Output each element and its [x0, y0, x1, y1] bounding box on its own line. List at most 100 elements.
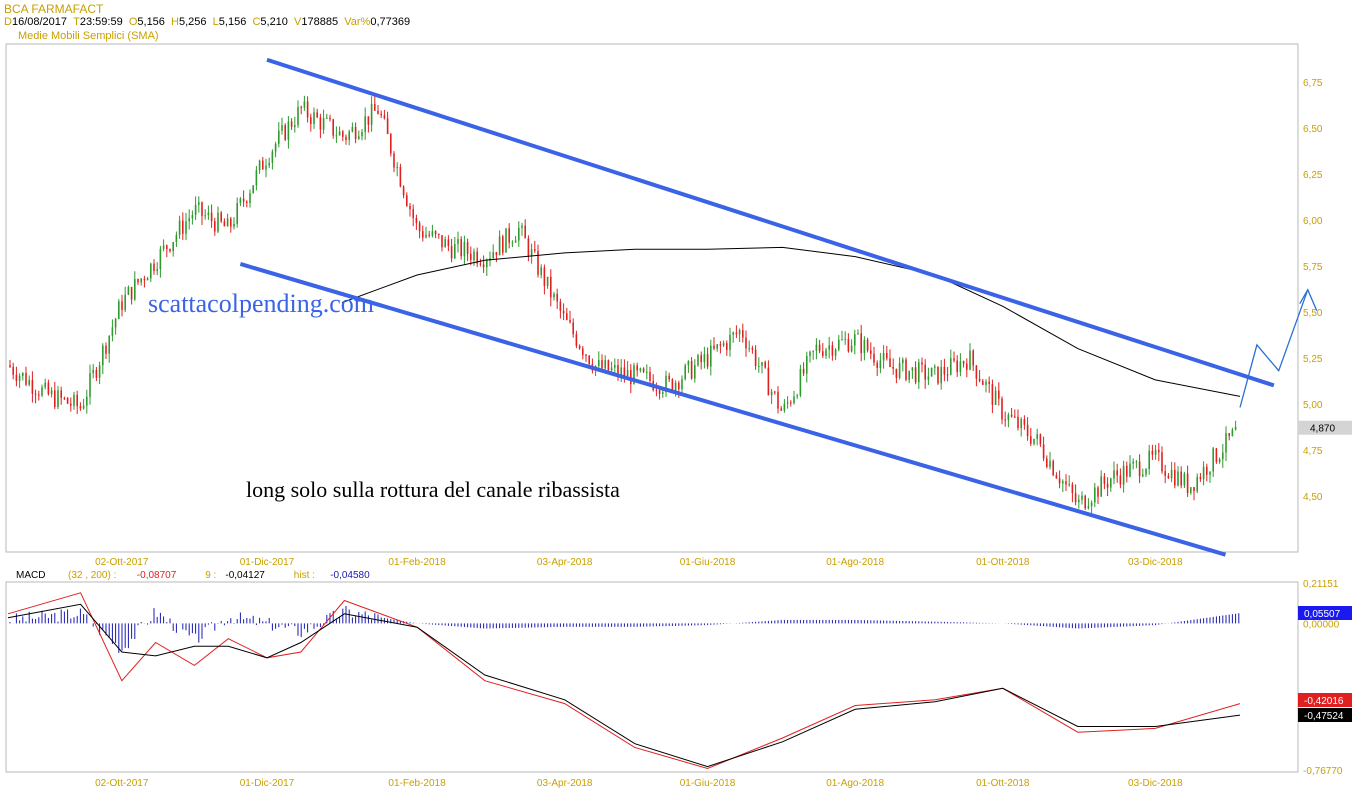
candle-body — [1135, 461, 1138, 463]
candle-body — [882, 352, 885, 361]
candle-body — [284, 125, 286, 140]
candle-body — [559, 301, 562, 312]
candle-body — [41, 387, 43, 396]
candle-body — [450, 246, 453, 259]
candle-body — [1215, 448, 1218, 463]
candle-body — [495, 252, 498, 256]
candle-body — [764, 362, 766, 368]
candle-body — [204, 215, 206, 217]
candle-body — [1020, 418, 1022, 428]
candle-body — [722, 343, 725, 346]
candle-body — [1142, 474, 1144, 477]
candle-body — [137, 279, 139, 283]
candle-body — [422, 231, 424, 238]
candle-body — [380, 113, 382, 116]
candle-body — [409, 205, 411, 210]
macd-legend-label: 9 : — [205, 570, 216, 581]
candle-body — [831, 345, 834, 356]
candle-body — [578, 345, 581, 349]
price-panel[interactable] — [5, 43, 1299, 553]
candle-body — [1225, 433, 1227, 453]
sma-line — [341, 246, 1241, 397]
candle-body — [518, 227, 520, 241]
candle-body — [169, 249, 171, 252]
candle-body — [188, 218, 190, 222]
candle-body — [114, 318, 117, 328]
candle-body — [658, 390, 661, 394]
candle-body — [822, 351, 824, 356]
candle-body — [1039, 434, 1042, 445]
candle-body — [447, 239, 450, 247]
candle-body — [473, 251, 475, 261]
candle-body — [463, 242, 466, 257]
candle-body — [908, 370, 910, 380]
candle-body — [847, 338, 850, 352]
signal-line — [7, 603, 1241, 768]
candle-body — [1014, 416, 1016, 418]
candle-body — [1007, 414, 1010, 421]
candle-body — [633, 365, 635, 385]
macd-line — [7, 592, 1241, 770]
candle-body — [649, 371, 651, 381]
candle-body — [121, 301, 123, 310]
candle-body — [1161, 452, 1163, 472]
candle-body — [703, 354, 706, 363]
watermark-text: scattacolpending.com — [148, 289, 374, 318]
candle-body — [271, 151, 274, 163]
candle-body — [182, 220, 184, 234]
field-value: 178885 — [301, 16, 339, 28]
candle-body — [1004, 419, 1006, 421]
candle-body — [457, 239, 459, 245]
candle-body — [60, 390, 62, 398]
candle-body — [671, 379, 674, 392]
candle-body — [406, 195, 408, 206]
candle-body — [582, 348, 584, 355]
macd-x-tick: 02-Ott-2017 — [95, 778, 149, 789]
last-price-label: 4,870 — [1310, 424, 1335, 435]
candle-body — [351, 126, 354, 132]
candle-body — [662, 392, 664, 394]
candle-body — [210, 212, 213, 222]
candle-body — [156, 269, 158, 271]
candle-body — [297, 106, 299, 126]
candle-body — [921, 362, 923, 365]
macd-legend-value: -0,08707 — [137, 570, 177, 581]
candle-body — [153, 263, 155, 271]
candle-body — [1228, 433, 1230, 436]
candle-body — [959, 361, 962, 372]
candle-body — [607, 360, 610, 371]
candle-body — [105, 345, 107, 354]
candle-body — [806, 356, 808, 374]
field-key: O — [128, 16, 138, 28]
candle-body — [217, 212, 219, 232]
candle-body — [1042, 444, 1045, 459]
candle-body — [770, 391, 773, 396]
candle-body — [972, 350, 974, 366]
candle-body — [28, 379, 30, 385]
candle-body — [146, 278, 149, 281]
candle-body — [815, 344, 818, 351]
candle-body — [1052, 460, 1054, 476]
candle-body — [566, 313, 568, 320]
candle-body — [201, 202, 203, 217]
candle-body — [975, 365, 978, 379]
field-value: 5,210 — [260, 16, 288, 28]
macd-panel[interactable] — [5, 581, 1299, 773]
candle-body — [946, 374, 949, 376]
candle-body — [706, 354, 709, 367]
candle-body — [31, 379, 34, 394]
macd-y-tick: 0,00000 — [1303, 619, 1340, 630]
candle-body — [441, 235, 443, 248]
candle-body — [332, 119, 334, 136]
candle-body — [850, 345, 853, 352]
candle-body — [665, 375, 667, 393]
macd-x-tick: 01-Feb-2018 — [388, 778, 446, 789]
candle-body — [178, 220, 181, 235]
candle-body — [588, 355, 590, 364]
candle-body — [1030, 436, 1032, 444]
candle-body — [268, 162, 270, 166]
candle-body — [838, 339, 840, 350]
candle-body — [556, 293, 558, 302]
candle-body — [1103, 476, 1106, 484]
